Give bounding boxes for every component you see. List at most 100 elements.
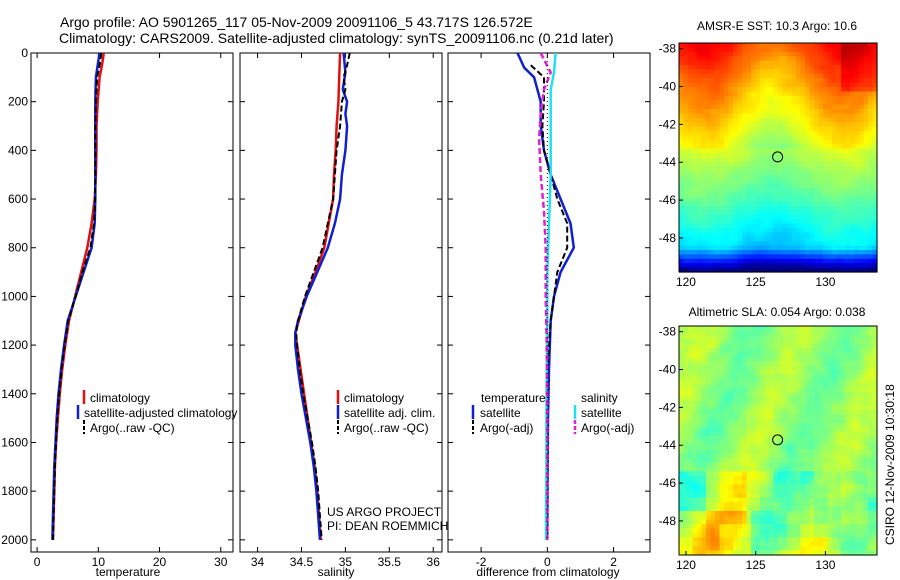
map-cell xyxy=(706,56,712,62)
map-cell xyxy=(683,475,689,481)
map-cell xyxy=(706,78,712,84)
map-cell xyxy=(778,444,784,450)
map-cell xyxy=(791,245,797,251)
map-cell xyxy=(683,135,689,141)
map-cell xyxy=(841,546,847,552)
map-cell xyxy=(733,43,739,48)
map-cell xyxy=(796,405,802,411)
map-cell xyxy=(827,462,833,468)
map-cell xyxy=(787,227,793,233)
map-cell xyxy=(814,444,820,450)
map-cell xyxy=(728,392,734,398)
map-cell xyxy=(728,449,734,455)
map-cell xyxy=(746,546,752,552)
map-cell xyxy=(823,223,829,229)
difference-xlabel: difference from climatology xyxy=(476,565,619,579)
map-cell xyxy=(688,43,694,48)
map-cell xyxy=(719,431,725,437)
map-cell xyxy=(701,532,707,538)
map-cell xyxy=(782,175,788,181)
map-cell xyxy=(800,263,806,269)
map-cell xyxy=(796,524,802,530)
map-cell xyxy=(859,506,865,512)
map-cell xyxy=(724,73,730,79)
map-cell xyxy=(859,100,865,106)
map-cell xyxy=(764,400,770,406)
map-cell xyxy=(791,541,797,547)
map-cell xyxy=(692,65,698,71)
map-cell xyxy=(710,249,716,255)
map-cell xyxy=(823,431,829,437)
map-cell xyxy=(859,249,865,255)
map-cell xyxy=(692,109,698,115)
map-cell xyxy=(863,43,869,48)
map-cell xyxy=(841,374,847,380)
map-cell xyxy=(872,444,878,450)
map-cell xyxy=(719,400,725,406)
map-cell xyxy=(755,161,761,167)
map-cell xyxy=(859,488,865,494)
map-cell xyxy=(710,378,716,384)
map-cell xyxy=(782,126,788,132)
map-cell xyxy=(688,236,694,242)
map-cell xyxy=(746,510,752,516)
map-cell xyxy=(688,361,694,367)
map-cell xyxy=(827,87,833,93)
map-cell xyxy=(688,179,694,185)
map-cell xyxy=(692,444,698,450)
map-cell xyxy=(823,236,829,242)
map-cell xyxy=(742,400,748,406)
map-cell xyxy=(854,524,860,530)
map-cell xyxy=(823,449,829,455)
map-cell xyxy=(782,87,788,93)
map-cell xyxy=(778,356,784,362)
map-cell xyxy=(859,392,865,398)
map-cell xyxy=(746,484,752,490)
map-cell xyxy=(818,205,824,211)
map-cell xyxy=(841,387,847,393)
map-cell xyxy=(737,348,743,354)
map-cell xyxy=(778,197,784,203)
map-cell xyxy=(724,339,730,345)
map-cell xyxy=(751,73,757,79)
map-cell xyxy=(769,405,775,411)
map-cell xyxy=(868,400,874,406)
map-cell xyxy=(715,400,721,406)
map-cell xyxy=(719,117,725,123)
map-cell xyxy=(697,502,703,508)
map-cell xyxy=(791,188,797,194)
map-cell xyxy=(818,444,824,450)
map-cell xyxy=(733,161,739,167)
map-cell xyxy=(787,506,793,512)
map-cell xyxy=(818,418,824,424)
map-cell xyxy=(872,188,878,194)
map-cell xyxy=(872,480,878,486)
map-cell xyxy=(710,113,716,119)
map-cell xyxy=(800,131,806,137)
map-cell xyxy=(719,122,725,128)
map-cell xyxy=(859,82,865,88)
map-cell xyxy=(809,113,815,119)
map-cell xyxy=(818,179,824,185)
map-cell xyxy=(683,219,689,225)
map-cell xyxy=(796,418,802,424)
map-cell xyxy=(782,365,788,371)
map-cell xyxy=(805,475,811,481)
map-cell xyxy=(688,383,694,389)
map-cell xyxy=(773,197,779,203)
map-cell xyxy=(715,214,721,220)
map-cell xyxy=(683,104,689,110)
map-cell xyxy=(863,537,869,543)
map-cell xyxy=(728,263,734,269)
map-cell xyxy=(796,383,802,389)
map-cell xyxy=(868,515,874,521)
legend-sal-satellite: satellite xyxy=(581,406,622,420)
map-cell xyxy=(728,104,734,110)
map-cell xyxy=(746,241,752,247)
map-cell xyxy=(809,139,815,145)
map-cell xyxy=(841,532,847,538)
map-cell xyxy=(715,458,721,464)
map-cell xyxy=(755,179,761,185)
map-cell xyxy=(692,82,698,88)
map-cell xyxy=(737,214,743,220)
